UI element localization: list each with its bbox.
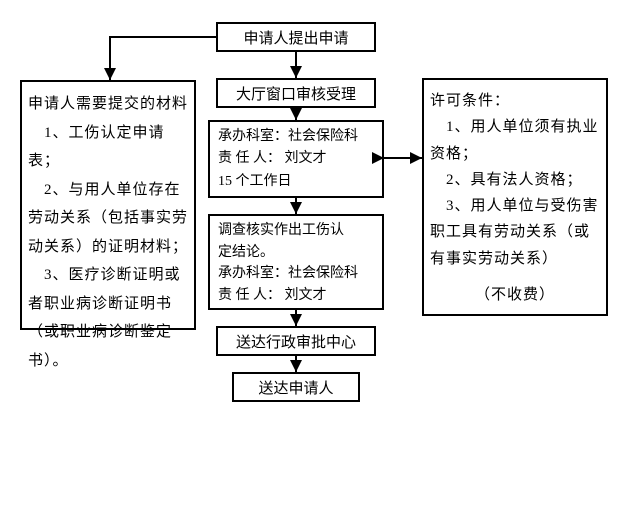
node-accept-text: 大厅窗口审核受理	[236, 83, 356, 104]
invest-l1: 调查核实作出工伤认	[218, 220, 374, 242]
node-send2-text: 送达申请人	[258, 377, 333, 398]
conds-i2: 2、具有法人资格；	[430, 167, 600, 193]
node-send1: 送达行政审批中心	[216, 326, 376, 356]
node-start-text: 申请人提出申请	[243, 27, 348, 48]
node-send1-text: 送达行政审批中心	[236, 331, 356, 352]
materials-title: 申请人需要提交的材料	[28, 90, 188, 119]
materials-i1: 1、工伤认定申请表；	[28, 119, 188, 176]
node-materials: 申请人需要提交的材料 1、工伤认定申请表； 2、与用人单位存在劳动关系（包括事实…	[20, 80, 196, 330]
conds-i3: 3、用人单位与受伤害职工具有劳动关系（或有事实劳动关系）	[430, 193, 600, 272]
dept-l2: 责 任 人： 刘文才	[218, 148, 374, 170]
invest-l4: 责 任 人： 刘文才	[218, 285, 374, 307]
node-conditions: 许可条件： 1、用人单位须有执业资格； 2、具有法人资格； 3、用人单位与受伤害…	[422, 78, 608, 316]
node-invest: 调查核实作出工伤认 定结论。 承办科室：社会保险科 责 任 人： 刘文才	[208, 214, 384, 310]
invest-l2: 定结论。	[218, 242, 374, 264]
node-send2: 送达申请人	[232, 372, 360, 402]
materials-i3: 3、医疗诊断证明或者职业病诊断证明书（或职业病诊断鉴定书）。	[28, 261, 188, 375]
node-dept: 承办科室：社会保险科 责 任 人： 刘文才 15 个工作日	[208, 120, 384, 198]
node-start: 申请人提出申请	[216, 22, 376, 52]
node-accept: 大厅窗口审核受理	[216, 78, 376, 108]
invest-l3: 承办科室：社会保险科	[218, 263, 374, 285]
dept-l1: 承办科室：社会保险科	[218, 126, 374, 148]
dept-l3: 15 个工作日	[218, 171, 374, 193]
conds-fee: （不收费）	[430, 282, 600, 308]
conds-title: 许可条件：	[430, 88, 600, 114]
conds-i1: 1、用人单位须有执业资格；	[430, 114, 600, 167]
materials-i2: 2、与用人单位存在劳动关系（包括事实劳动关系）的证明材料；	[28, 176, 188, 262]
